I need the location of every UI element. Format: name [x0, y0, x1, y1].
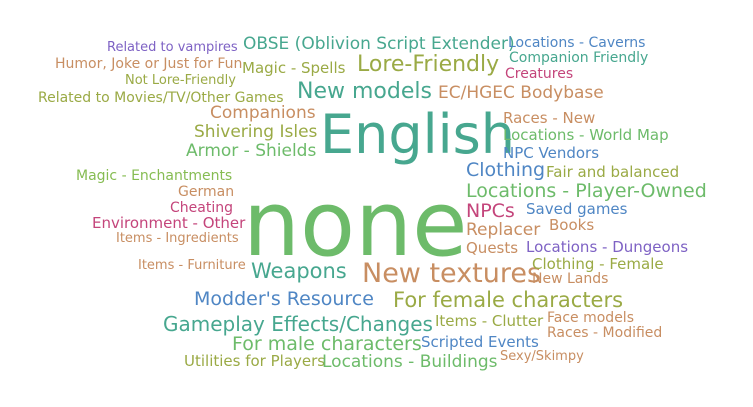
word-clothing-female: Clothing - Female: [532, 255, 664, 273]
word-new-models: New models: [297, 79, 432, 104]
word-german: German: [178, 184, 235, 200]
word-books: Books: [549, 216, 595, 234]
word-related-to-movies: Related to Movies/TV/Other Games: [38, 90, 284, 106]
word-companions: Companions: [210, 103, 316, 123]
word-npcs: NPCs: [466, 200, 515, 222]
word-new-lands: New Lands: [532, 271, 609, 287]
word-armor-shields: Armor - Shields: [186, 141, 317, 161]
word-fair-and-balanced: Fair and balanced: [546, 163, 680, 181]
word-creatures: Creatures: [505, 66, 574, 82]
word-humor: Humor, Joke or Just for Fun: [55, 56, 243, 72]
word-magic-enchantments: Magic - Enchantments: [76, 168, 233, 184]
word-shivering-isles: Shivering Isles: [194, 122, 318, 142]
word-magic-spells: Magic - Spells: [242, 59, 346, 77]
word-for-female-characters: For female characters: [393, 288, 624, 312]
word-races-new: Races - New: [503, 109, 596, 127]
word-modders-resource: Modder's Resource: [194, 288, 374, 310]
word-locations-buildings: Locations - Buildings: [322, 352, 498, 372]
word-locations-player-owned: Locations - Player-Owned: [466, 180, 707, 202]
word-items-furniture: Items - Furniture: [138, 258, 246, 273]
word-english: English: [320, 103, 515, 166]
word-cheating: Cheating: [170, 200, 233, 216]
word-saved-games: Saved games: [526, 200, 628, 218]
word-items-ingredients: Items - Ingredients: [116, 231, 239, 246]
word-not-lore-friendly: Not Lore-Friendly: [125, 73, 236, 88]
word-items-clutter: Items - Clutter: [435, 312, 544, 330]
word-replacer: Replacer: [466, 220, 541, 240]
word-gameplay-effects: Gameplay Effects/Changes: [163, 312, 433, 336]
word-quests: Quests: [466, 239, 519, 257]
word-none: none: [243, 172, 468, 277]
word-clothing: Clothing: [466, 159, 546, 181]
word-obse: OBSE (Oblivion Script Extender): [243, 34, 515, 54]
word-ec-hgec-bodybase: EC/HGEC Bodybase: [438, 83, 604, 103]
word-weapons: Weapons: [251, 259, 347, 283]
word-locations-dungeons: Locations - Dungeons: [526, 238, 689, 256]
word-races-modified: Races - Modified: [547, 325, 663, 341]
word-locations-world-map: Locations - World Map: [503, 126, 669, 144]
word-for-male-characters: For male characters: [232, 333, 422, 355]
word-related-to-vampires: Related to vampires: [107, 40, 238, 55]
word-npc-vendors: NPC Vendors: [503, 144, 600, 162]
word-environment-other: Environment - Other: [92, 214, 246, 232]
word-locations-caverns: Locations - Caverns: [508, 35, 646, 51]
word-sexy-skimpy: Sexy/Skimpy: [500, 349, 584, 364]
word-utilities-for-players: Utilities for Players: [184, 352, 326, 370]
word-scripted-events: Scripted Events: [421, 333, 539, 351]
word-new-textures: New textures: [362, 258, 542, 289]
word-face-models: Face models: [547, 310, 634, 326]
word-lore-friendly: Lore-Friendly: [357, 52, 500, 77]
word-companion-friendly: Companion Friendly: [509, 50, 649, 66]
